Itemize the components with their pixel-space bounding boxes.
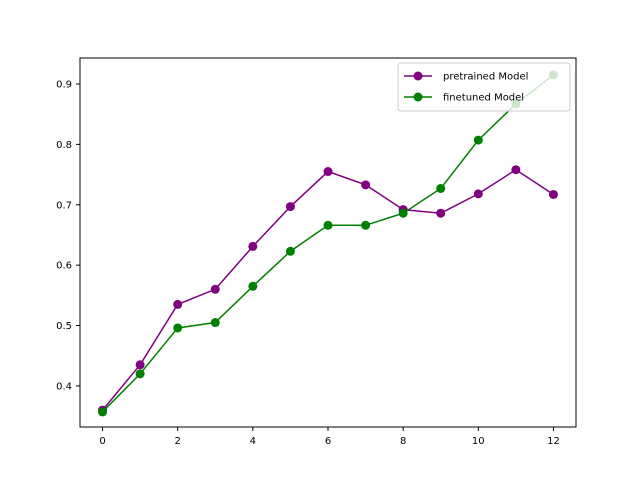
y-tick-label: 0.9 xyxy=(56,79,72,90)
data-point xyxy=(436,208,446,218)
data-point xyxy=(210,318,220,328)
data-point xyxy=(473,135,483,145)
legend-label: finetuned Model xyxy=(443,93,524,104)
data-point xyxy=(548,189,558,199)
x-tick-label: 8 xyxy=(400,436,406,447)
x-tick-label: 10 xyxy=(472,436,485,447)
data-point xyxy=(398,208,408,218)
y-tick-label: 0.7 xyxy=(56,200,72,211)
legend-box xyxy=(397,62,571,112)
data-point xyxy=(361,220,371,230)
data-point xyxy=(135,360,145,370)
axes: 0 2 4 6 8 10 12 0.4 0.5 0.6 0.7 0.8 0.9 xyxy=(56,57,577,447)
data-point xyxy=(248,281,258,291)
y-tick-label: 0.4 xyxy=(56,381,72,392)
legend-label: pretrained Model xyxy=(443,72,528,83)
data-point xyxy=(436,183,446,193)
data-point xyxy=(98,407,108,417)
x-tick-label: 2 xyxy=(175,436,181,447)
data-point xyxy=(210,284,220,294)
data-point xyxy=(323,220,333,230)
data-point xyxy=(323,167,333,177)
data-point xyxy=(173,299,183,309)
data-point xyxy=(285,202,295,212)
y-tick-label: 0.8 xyxy=(56,140,72,151)
y-tick-label: 0.5 xyxy=(56,321,72,332)
plot-area xyxy=(98,70,558,417)
data-point xyxy=(173,323,183,333)
x-tick-label: 6 xyxy=(325,436,331,447)
legend-marker xyxy=(413,71,423,81)
x-tick-label: 12 xyxy=(547,436,560,447)
legend: pretrained Model finetuned Model xyxy=(397,62,571,112)
data-point xyxy=(248,241,258,251)
data-point xyxy=(285,246,295,256)
x-tick-label: 4 xyxy=(250,436,256,447)
y-tick-label: 0.6 xyxy=(56,261,72,272)
data-point xyxy=(511,165,521,175)
data-point xyxy=(473,189,483,199)
x-tick-label: 0 xyxy=(99,436,105,447)
data-point xyxy=(361,180,371,190)
data-point xyxy=(135,369,145,379)
legend-marker xyxy=(413,92,423,102)
